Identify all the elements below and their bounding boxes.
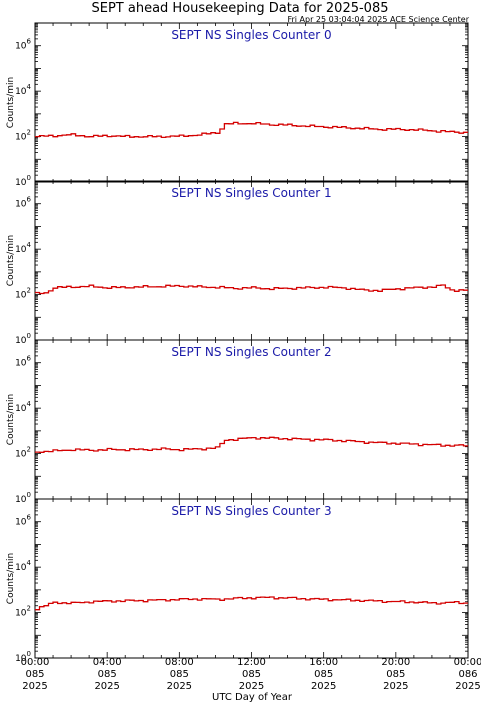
x-tick-label-time: 04:00 — [93, 657, 122, 668]
timestamp: Fri Apr 25 03:04:04 2025 ACE Science Cen… — [287, 15, 469, 24]
series-line — [35, 436, 468, 453]
x-tick-label-year: 2025 — [311, 681, 336, 692]
x-tick-label-year: 2025 — [383, 681, 408, 692]
panel-0: 100 102 104 106 Counts/min SEPT NS Singles Co… — [6, 22, 469, 188]
series-line — [35, 121, 468, 139]
x-tick-label-doy: 085 — [242, 669, 261, 680]
series-line — [35, 596, 468, 611]
x-tick-label-time: 08:00 — [165, 657, 194, 668]
y-axis-label: Counts/min — [6, 77, 16, 128]
y-tick-label: 102 — [15, 605, 31, 619]
x-tick-labels: 00:00085202504:00085202508:00085202512:0… — [21, 657, 481, 692]
y-tick-label: 100 — [15, 174, 31, 188]
y-tick-label: 104 — [15, 559, 31, 573]
y-tick-label: 100 — [15, 332, 31, 346]
y-axis-label: Counts/min — [6, 394, 16, 445]
panel-title: SEPT NS Singles Counter 3 — [171, 504, 331, 518]
y-tick-label: 104 — [15, 241, 31, 255]
panel-title: SEPT NS Singles Counter 1 — [171, 186, 331, 200]
y-tick-label: 102 — [15, 446, 31, 460]
panels: 100 102 104 106 Counts/min SEPT NS Singles Co… — [6, 22, 469, 664]
x-tick-label-doy: 085 — [386, 669, 405, 680]
y-axis-label: Counts/min — [6, 553, 16, 604]
series-line — [35, 284, 468, 295]
y-axis-label: Counts/min — [6, 235, 16, 286]
x-tick-label-time: 00:00 — [21, 657, 50, 668]
y-tick-label: 100 — [15, 650, 31, 664]
y-tick-label: 102 — [15, 129, 31, 143]
y-tick-label: 102 — [15, 287, 31, 301]
x-tick-label-time: 00:00 — [454, 657, 481, 668]
chart-title: SEPT ahead Housekeeping Data for 2025-08… — [92, 1, 389, 16]
x-tick-label-year: 2025 — [94, 681, 119, 692]
panel-title: SEPT NS Singles Counter 2 — [171, 345, 331, 359]
panel-3: 100 102 104 106 Counts/min SEPT NS Singles Co… — [6, 498, 469, 664]
x-tick-label-doy: 085 — [170, 669, 189, 680]
panel-frame — [34, 498, 469, 659]
x-tick-label-doy: 085 — [98, 669, 117, 680]
x-axis-label: UTC Day of Year — [212, 692, 293, 703]
x-tick-label-doy: 085 — [314, 669, 333, 680]
x-tick-label-time: 20:00 — [381, 657, 410, 668]
panel-frame — [34, 339, 469, 500]
x-tick-label-year: 2025 — [239, 681, 264, 692]
x-tick-label-year: 2025 — [22, 681, 47, 692]
y-tick-label: 104 — [15, 83, 31, 97]
panel-frame — [34, 22, 469, 183]
y-tick-label: 106 — [15, 514, 31, 528]
x-tick-label-doy: 085 — [25, 669, 44, 680]
x-tick-label-year: 2025 — [167, 681, 192, 692]
panel-1: 100 102 104 106 Counts/min SEPT NS Singles Co… — [6, 180, 469, 346]
y-tick-label: 106 — [15, 196, 31, 210]
x-tick-label-year: 2025 — [455, 681, 480, 692]
panel-frame — [34, 180, 469, 341]
panel-2: 100 102 104 106 Counts/min SEPT NS Singles Co… — [6, 339, 469, 505]
x-tick-label-time: 16:00 — [309, 657, 338, 668]
y-tick-label: 100 — [15, 491, 31, 505]
y-tick-label: 106 — [15, 38, 31, 52]
y-tick-label: 104 — [15, 400, 31, 414]
x-tick-label-time: 12:00 — [237, 657, 266, 668]
y-tick-label: 106 — [15, 355, 31, 369]
panel-title: SEPT NS Singles Counter 0 — [171, 28, 331, 42]
x-tick-label-doy: 086 — [458, 669, 477, 680]
